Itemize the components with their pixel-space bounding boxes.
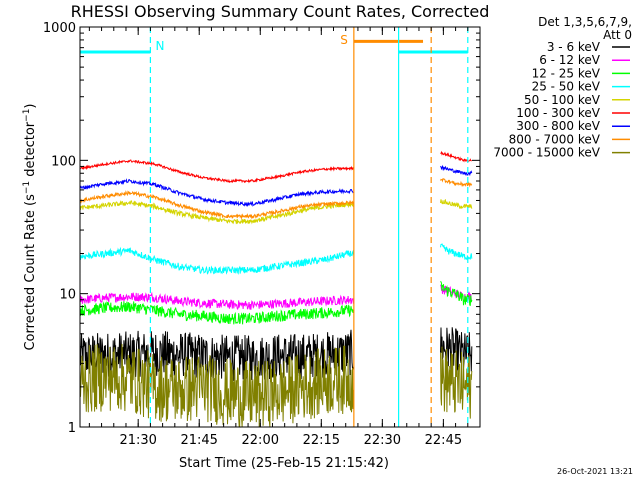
legend-label-8: 7000 - 15000 keV (493, 146, 600, 160)
legend-label-7: 800 - 7000 keV (509, 132, 601, 146)
vlines-layer (149, 27, 469, 427)
y-tick-label: 100 (51, 154, 76, 169)
x-tick-label: 22:00 (242, 433, 279, 448)
chart-title: RHESSI Observing Summary Count Rates, Co… (71, 2, 490, 21)
x-tick-label: 22:30 (364, 433, 401, 448)
series-line-5 (79, 150, 472, 184)
flag-label-n: N (156, 39, 165, 53)
series-line-7 (79, 178, 473, 220)
legend-label-2: 12 - 25 keV (532, 66, 601, 80)
legend-label-1: 6 - 12 keV (539, 53, 601, 67)
series-line-6 (79, 164, 473, 207)
legend-label-0: 3 - 6 keV (547, 40, 601, 54)
x-tick-label: 22:45 (425, 433, 462, 448)
plot-frame (79, 26, 481, 428)
x-tick-label: 21:30 (119, 433, 156, 448)
legend-label-4: 50 - 100 keV (524, 93, 601, 107)
series-line-3 (79, 243, 473, 275)
series-line-8 (79, 343, 473, 428)
y-tick-label: 10 (59, 288, 76, 303)
y-tick-label: 1 (68, 421, 76, 436)
legend-label-6: 300 - 800 keV (516, 119, 600, 133)
legend-label-5: 100 - 300 keV (516, 106, 600, 120)
x-tick-label: 22:15 (303, 433, 340, 448)
x-tick-label: 21:45 (180, 433, 217, 448)
series-line-2 (79, 280, 473, 325)
legend-header-line-1: Det 1,3,5,6,7,9, (538, 15, 632, 29)
series-line-4 (79, 198, 473, 225)
legend-label-3: 25 - 50 keV (532, 80, 601, 94)
flags-layer (80, 39, 468, 54)
y-axis-label: Corrected Count Rate (s−1 detector−1) (22, 103, 38, 350)
y-tick-label: 1000 (43, 21, 76, 36)
flag-label-s: S (340, 33, 348, 47)
series-layer (79, 150, 473, 428)
axis-layer: 1 10 100 1000 21:30 21:45 22:00 22:15 22:30 22:45 (43, 21, 481, 448)
legend-header-line-2: Att 0 (603, 28, 632, 42)
timestamp: 26-Oct-2021 13:21 (557, 467, 633, 476)
x-axis-label: Start Time (25-Feb-15 21:15:42) (179, 456, 389, 471)
